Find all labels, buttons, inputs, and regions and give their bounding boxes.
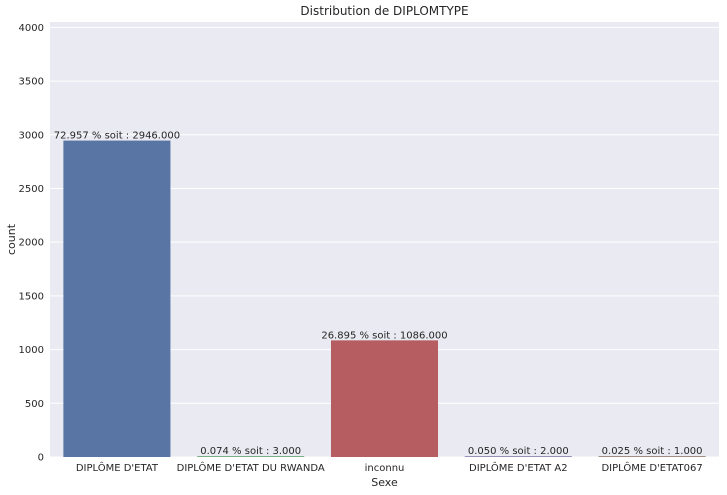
y-tick-label: 3500: [19, 77, 44, 88]
bar: [330, 340, 439, 457]
x-tick-labels: DIPLÔME D'ETAT DIPLÔME D'ETAT DU RWANDA in…: [76, 461, 703, 474]
y-tick-label: 2000: [19, 238, 44, 249]
x-tick-label: DIPLÔME D'ETAT DU RWANDA: [177, 461, 325, 474]
y-tick-label: 4000: [19, 23, 44, 34]
y-tick-label: 0: [38, 453, 44, 464]
bars: [63, 140, 706, 458]
data-label: 0.025 % soit : 1.000: [602, 446, 703, 457]
x-tick-label: inconnu: [365, 463, 405, 474]
bar: [464, 456, 572, 457]
data-label: 26.895 % soit : 1086.000: [321, 330, 447, 341]
y-tick-label: 1000: [19, 345, 44, 356]
y-tick-label: 2500: [19, 184, 44, 195]
y-axis-label: count: [5, 223, 18, 255]
x-tick-label: DIPLÔME D'ETAT A2: [469, 461, 568, 474]
y-tick-label: 1500: [19, 291, 44, 302]
data-label: 72.957 % soit : 2946.000: [54, 131, 180, 142]
y-tick-label: 3000: [19, 130, 44, 141]
x-axis-label: Sexe: [371, 476, 398, 489]
bar: [63, 140, 171, 458]
bar: [598, 456, 706, 457]
data-labels: 72.957 % soit : 2946.000 0.074 % soit : 3…: [54, 131, 703, 458]
y-tick-label: 500: [25, 399, 44, 410]
x-tick-label: DIPLÔME D'ETAT: [76, 461, 159, 474]
chart-title: Distribution de DIPLOMTYPE: [300, 4, 468, 18]
bar: [197, 456, 305, 457]
data-label: 0.050 % soit : 2.000: [468, 446, 569, 457]
x-tick-label: DIPLÔME D'ETAT067: [601, 461, 702, 474]
y-tick-labels: 0 500 1000 1500 2000 2500 3000 3500 4000: [19, 23, 44, 464]
data-label: 0.074 % soit : 3.000: [200, 446, 301, 457]
